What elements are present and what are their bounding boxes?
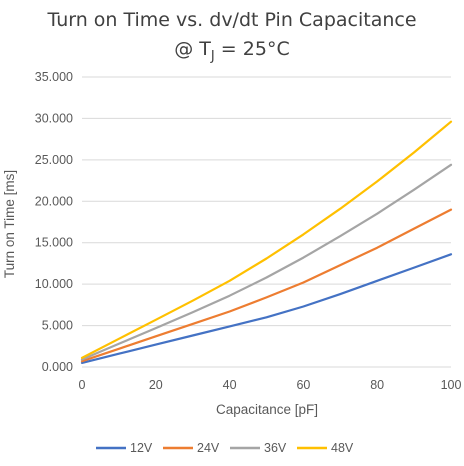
x-tick-label: 80 [370, 378, 384, 392]
y-axis-label: Turn on Time [ms] [2, 170, 17, 278]
y-tick-label: 25.000 [35, 153, 73, 167]
y-tick-label: 15.000 [35, 236, 73, 250]
y-tick-label: 30.000 [35, 111, 73, 125]
y-tick-label: 20.000 [35, 194, 73, 208]
series-line-48V [80, 120, 453, 359]
legend-label: 12V [130, 441, 153, 455]
series-line-24V [80, 208, 453, 363]
x-tick-label: 20 [149, 378, 163, 392]
subtitle-subscript: J [210, 49, 215, 64]
legend-label: 24V [197, 441, 220, 455]
x-tick-label: 40 [223, 378, 237, 392]
chart-title: Turn on Time vs. dv/dt Pin Capacitance [46, 9, 416, 31]
y-tick-label: 0.000 [42, 360, 73, 374]
x-axis-label: Capacitance [pF] [216, 402, 318, 417]
y-tick-label: 35.000 [35, 70, 73, 84]
legend: 12V 24V 36V 48V [96, 441, 354, 455]
series-line-12V [80, 253, 453, 364]
series-line-36V [80, 163, 453, 361]
legend-label: 36V [264, 441, 287, 455]
gridlines [82, 76, 451, 368]
series-lines [80, 120, 453, 364]
y-tick-label: 5.000 [42, 319, 73, 333]
x-tick-label: 100 [441, 378, 462, 392]
x-tick-label: 0 [79, 378, 86, 392]
y-axis-ticks: 0.000 5.000 10.000 15.000 20.000 25.000 30.000… [35, 70, 73, 374]
x-axis-ticks: 0 20 40 60 80 100 [79, 378, 462, 392]
subtitle-prefix: @ T [174, 38, 211, 60]
subtitle-suffix: = 25°C [215, 38, 290, 60]
legend-label: 48V [331, 441, 354, 455]
x-tick-label: 60 [296, 378, 310, 392]
chart-subtitle: @ TJ = 25°C [174, 38, 289, 64]
y-tick-label: 10.000 [35, 277, 73, 291]
